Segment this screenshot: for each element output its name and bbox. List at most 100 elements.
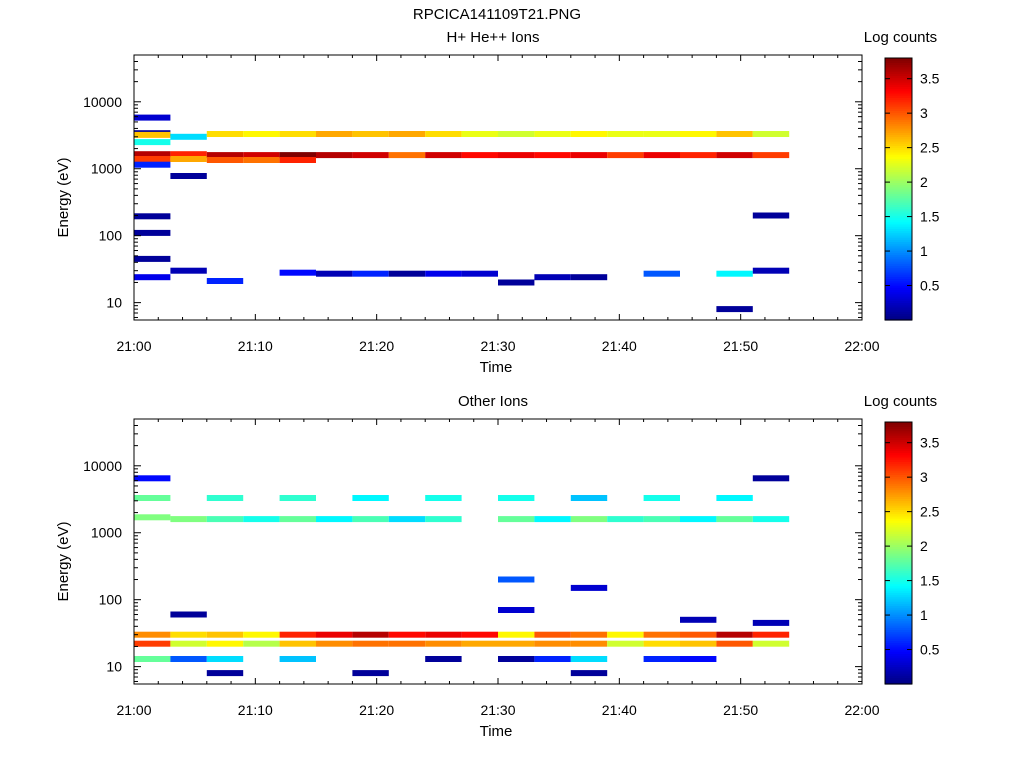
heatmap-cell bbox=[352, 631, 389, 638]
heatmap-cell bbox=[498, 576, 535, 583]
heatmap-cell bbox=[134, 631, 171, 638]
colorbar-segment bbox=[885, 526, 912, 530]
x-tick-label: 21:40 bbox=[602, 338, 637, 354]
heatmap-cell bbox=[352, 516, 389, 523]
colorbar-segment bbox=[885, 607, 912, 611]
colorbar-segment bbox=[885, 544, 912, 548]
x-tick-label: 21:10 bbox=[238, 338, 273, 354]
heatmap-cell bbox=[134, 640, 171, 647]
heatmap-cell bbox=[716, 631, 753, 638]
heatmap-cell bbox=[461, 270, 498, 277]
heatmap-cell bbox=[206, 495, 244, 501]
colorbar-segment bbox=[885, 448, 912, 451]
colorbar-tick-label: 1.5 bbox=[920, 209, 940, 225]
colorbar-segment bbox=[885, 280, 912, 284]
heatmap-cell bbox=[643, 516, 680, 523]
colorbar-segment bbox=[885, 428, 912, 432]
colorbar-segment bbox=[885, 498, 912, 502]
colorbar-segment bbox=[885, 313, 912, 317]
heatmap-cell bbox=[170, 151, 207, 158]
colorbar-segment bbox=[885, 258, 912, 262]
colorbar-segment bbox=[885, 670, 912, 674]
colorbar-segment bbox=[885, 60, 912, 63]
colorbar-segment bbox=[885, 97, 912, 101]
page-title: RPCICA141109T21.PNG bbox=[413, 6, 581, 23]
heatmap-cell bbox=[134, 229, 171, 236]
heatmap-cell bbox=[243, 516, 280, 523]
colorbar-segment bbox=[885, 550, 912, 554]
colorbar-segment bbox=[885, 304, 912, 308]
colorbar-segment bbox=[885, 605, 912, 609]
colorbar-segment bbox=[885, 271, 912, 275]
colorbar-segment bbox=[885, 574, 912, 578]
colorbar-segment bbox=[885, 539, 912, 543]
colorbar-segment bbox=[885, 95, 912, 98]
heatmap-cell bbox=[498, 631, 535, 638]
colorbar: 0.5 1 1.5 2 2.5 3 3.5 Log counts bbox=[864, 393, 940, 685]
colorbar-segment bbox=[885, 119, 912, 122]
heatmap-cell bbox=[716, 131, 753, 137]
colorbar-segment bbox=[885, 269, 912, 273]
heatmap-cell bbox=[206, 631, 244, 638]
colorbar-segment bbox=[885, 86, 912, 90]
heatmap-cell bbox=[461, 152, 498, 159]
heatmap-cell bbox=[170, 640, 207, 647]
heatmap-cell bbox=[752, 131, 790, 137]
colorbar: 0.5 1 1.5 2 2.5 3 3.5 Log counts bbox=[864, 29, 940, 321]
colorbar-segment bbox=[885, 662, 912, 665]
colorbar-segment bbox=[885, 585, 912, 589]
heatmap-cell bbox=[243, 640, 280, 647]
colorbar-segment bbox=[885, 494, 912, 497]
colorbar-segment bbox=[885, 666, 912, 670]
colorbar-segment bbox=[885, 182, 912, 186]
heatmap-cell bbox=[752, 267, 790, 274]
colorbar-segment bbox=[885, 77, 912, 81]
heatmap-cell bbox=[534, 640, 571, 647]
colorbar-segment bbox=[885, 500, 912, 504]
heatmap-cell bbox=[716, 640, 753, 647]
heatmap-cell bbox=[716, 516, 753, 523]
heatmap-cell bbox=[170, 656, 207, 662]
heatmap-cell bbox=[134, 274, 171, 281]
colorbar-segment bbox=[885, 592, 912, 596]
heatmap-cell bbox=[570, 152, 608, 159]
heatmap-cell bbox=[134, 656, 171, 662]
colorbar-tick-label: 1.5 bbox=[920, 573, 940, 589]
heatmap-cell bbox=[206, 670, 244, 677]
colorbar-segment bbox=[885, 531, 912, 534]
colorbar-segment bbox=[885, 594, 912, 598]
colorbar-segment bbox=[885, 263, 912, 267]
heatmap-cell bbox=[279, 269, 316, 276]
colorbar-segment bbox=[885, 609, 912, 613]
colorbar-segment bbox=[885, 638, 912, 641]
chart-title: H+ He++ Ions bbox=[447, 29, 540, 46]
colorbar-segment bbox=[885, 537, 912, 541]
colorbar-segment bbox=[885, 79, 912, 83]
colorbar-segment bbox=[885, 154, 912, 157]
heatmap-cell bbox=[134, 131, 171, 138]
heatmap-cell bbox=[170, 611, 207, 618]
y-tick-label: 10 bbox=[106, 659, 122, 675]
heatmap-cell bbox=[643, 640, 680, 647]
colorbar-segment bbox=[885, 202, 912, 205]
colorbar-segment bbox=[885, 160, 912, 164]
colorbar-segment bbox=[885, 583, 912, 587]
heatmap-cell bbox=[279, 157, 316, 163]
colorbar-segment bbox=[885, 454, 912, 458]
heatmap-cell bbox=[243, 152, 280, 159]
heatmap-cell bbox=[206, 640, 244, 647]
heatmap-cell bbox=[425, 640, 462, 647]
heatmap-cell bbox=[316, 516, 353, 523]
colorbar-segment bbox=[885, 513, 912, 517]
colorbar-segment bbox=[885, 197, 912, 201]
heatmap-cell bbox=[170, 631, 207, 638]
heatmap-cell bbox=[134, 213, 171, 220]
colorbar-segment bbox=[885, 535, 912, 539]
colorbar-segment bbox=[885, 478, 912, 482]
heatmap-cell bbox=[680, 616, 717, 623]
heatmap-cell bbox=[643, 495, 680, 501]
colorbar-segment bbox=[885, 123, 912, 127]
heatmap-cell bbox=[716, 495, 753, 501]
colorbar-segment bbox=[885, 441, 912, 445]
